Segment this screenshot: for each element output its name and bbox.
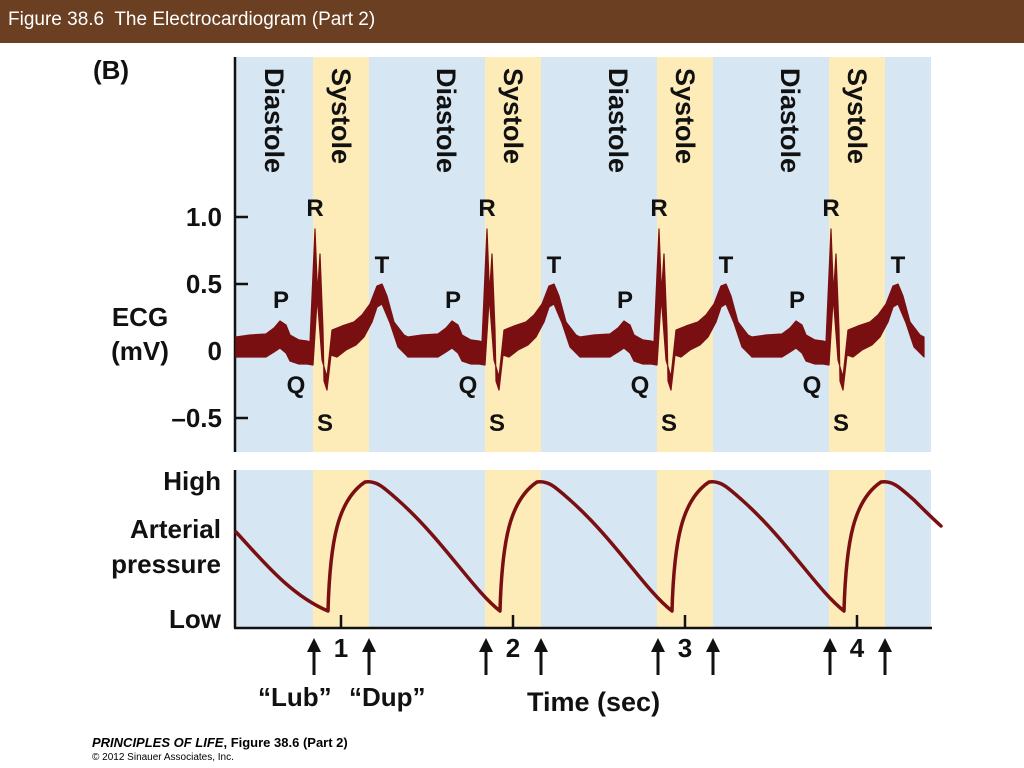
wave-label-s-4: S	[833, 410, 849, 437]
wave-label-p-2: P	[445, 287, 461, 314]
wave-label-t-2: T	[547, 252, 562, 279]
wave-label-p-4: P	[789, 287, 805, 314]
lub-arrow-3-head	[651, 638, 665, 652]
slide-title: Figure 38.6 The Electrocardiogram (Part …	[8, 9, 376, 30]
pressure-axis-label-line1: Arterial	[130, 514, 221, 544]
wave-label-r-3: R	[650, 195, 667, 222]
wave-label-q-4: Q	[803, 372, 822, 399]
wave-label-r-1: R	[306, 195, 323, 222]
ecg-trace	[235, 228, 925, 391]
pressure-axis: High Arterial pressure Low	[111, 466, 932, 634]
wave-label-t-1: T	[375, 252, 390, 279]
diastole-label-2: Diastole	[431, 68, 461, 173]
ecg-systole-band-4	[829, 57, 885, 452]
phase-bands	[235, 57, 931, 628]
systole-label-1: Systole	[326, 68, 356, 164]
phase-labels: Diastole Systole Diastole Systole Diastole Sy…	[259, 68, 872, 173]
pressure-systole-band-3	[657, 470, 713, 628]
beat-number-2: 2	[506, 633, 520, 663]
arterial-pressure-trace	[234, 480, 943, 613]
systole-label-4: Systole	[842, 68, 872, 164]
diastole-label-4: Diastole	[775, 68, 805, 173]
dup-arrow-2-head	[534, 638, 548, 652]
lub-arrow-1-head	[307, 638, 321, 652]
pressure-high-label: High	[163, 466, 221, 496]
footer-copyright: © 2012 Sinauer Associates, Inc.	[92, 752, 234, 763]
beat-number-4: 4	[850, 633, 865, 663]
wave-label-r-2: R	[478, 195, 495, 222]
lub-arrow-2-head	[479, 638, 493, 652]
time-axis-label: Time (sec)	[527, 687, 660, 717]
time-axis: 1 2 3 4	[307, 615, 892, 675]
wave-label-r-4: R	[822, 195, 839, 222]
wave-label-q-1: Q	[287, 372, 306, 399]
wave-label-p-1: P	[273, 287, 289, 314]
dup-arrow-3-head	[706, 638, 720, 652]
wave-label-q-3: Q	[631, 372, 650, 399]
pressure-systole-band-4	[829, 470, 885, 628]
ecg-axis-label-line2: (mV)	[111, 336, 169, 366]
footer-book-title: PRINCIPLES OF LIFE	[92, 735, 224, 750]
footer-citation: PRINCIPLES OF LIFE, Figure 38.6 (Part 2)	[92, 735, 348, 750]
wave-label-s-2: S	[489, 410, 505, 437]
ecg-systole-band-3	[657, 57, 713, 452]
dup-label: “Dup”	[349, 682, 426, 712]
pressure-systole-band-2	[485, 470, 541, 628]
pressure-systole-band-1	[313, 470, 369, 628]
lub-label: “Lub”	[258, 682, 332, 712]
diastole-label-1: Diastole	[259, 68, 289, 173]
pressure-axis-label-line2: pressure	[111, 549, 221, 579]
header-bar: Figure 38.6 The Electrocardiogram (Part …	[0, 0, 1024, 43]
beat-number-1: 1	[334, 633, 348, 663]
systole-bands	[313, 57, 885, 628]
ecg-tick-label: –0.5	[171, 403, 222, 433]
wave-label-s-1: S	[317, 410, 333, 437]
beat-number-3: 3	[678, 633, 692, 663]
wave-label-p-3: P	[617, 287, 633, 314]
ecg-tick-label: 1.0	[186, 202, 222, 232]
ecg-systole-band-2	[485, 57, 541, 452]
wave-label-q-2: Q	[459, 372, 478, 399]
dup-arrow-1-head	[362, 638, 376, 652]
footer-figure-ref: , Figure 38.6 (Part 2)	[223, 735, 348, 750]
systole-label-3: Systole	[670, 68, 700, 164]
lub-arrow-4-head	[823, 638, 837, 652]
ecg-axis-label-line1: ECG	[112, 302, 168, 332]
ecg-tick-label: 0.5	[186, 269, 222, 299]
ecg-tick-label: 0	[208, 336, 222, 366]
wave-label-s-3: S	[661, 410, 677, 437]
ecg-systole-band-1	[313, 57, 369, 452]
diastole-label-3: Diastole	[603, 68, 633, 173]
wave-label-t-3: T	[719, 252, 734, 279]
systole-label-2: Systole	[498, 68, 528, 164]
ecg-axis: 1.0 0.5 0 –0.5 ECG (mV)	[111, 57, 248, 452]
pressure-low-label: Low	[169, 604, 222, 634]
ecg-ticks: 1.0 0.5 0 –0.5	[171, 202, 248, 433]
dup-arrow-4-head	[878, 638, 892, 652]
wave-label-t-4: T	[891, 252, 906, 279]
panel-label: (B)	[93, 55, 129, 85]
ecg-beat-4	[751, 228, 925, 391]
